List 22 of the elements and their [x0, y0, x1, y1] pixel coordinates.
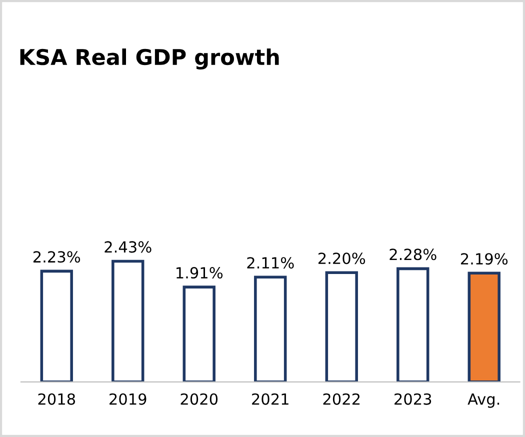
data-label: 2.23% [33, 251, 80, 263]
x-tick-label: 2019 [110, 393, 146, 405]
x-tick-label: 2020 [180, 393, 218, 405]
x-tick-label: 2018 [38, 393, 76, 405]
x-tick-label: Avg. [468, 394, 500, 408]
chart-title: KSA Real GDP growth [20, 48, 279, 70]
data-label: 1.91% [176, 267, 223, 279]
bar [396, 267, 430, 382]
x-tick-label: 2023 [394, 393, 432, 405]
data-label: 2.20% [318, 252, 366, 264]
data-label: 2.11% [247, 257, 294, 269]
data-label: 2.28% [390, 248, 436, 260]
bar [182, 286, 216, 382]
bar [325, 271, 358, 382]
data-label: 2.19% [460, 253, 508, 265]
x-tick-label: 2022 [323, 393, 360, 405]
bar [468, 272, 500, 382]
bar [40, 270, 73, 382]
x-tick-label: 2021 [252, 393, 288, 405]
bar [112, 260, 144, 382]
bar [254, 276, 287, 382]
data-label: 2.43% [104, 241, 152, 253]
